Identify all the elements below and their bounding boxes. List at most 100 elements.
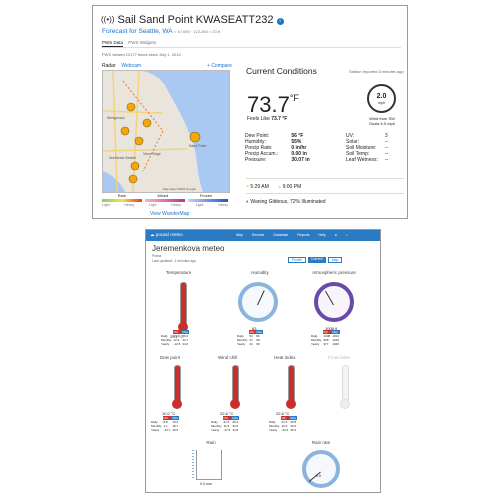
gauge-needle xyxy=(257,290,265,306)
map-label-wedgwood: Wedgwood xyxy=(107,116,125,120)
sun-times: ◓ 5:29 AM ◒ 9:00 PM xyxy=(246,184,301,190)
rain-rate-panel: Rain rate 0.0 xyxy=(286,440,356,492)
pressure-row: Pressure: 30.07 in xyxy=(245,157,310,163)
wind-info: Wind from SW Gusts 6.0 mph xyxy=(359,116,405,126)
station-title: Sail Sand Point KWASEATT232 xyxy=(117,14,274,26)
legend-heavy-3: Heavy xyxy=(218,203,228,207)
stats-table-humidity: Min Max Daily 52 81 Monthly 27 99 Yearly 21 99 xyxy=(237,330,264,346)
thermometer-tube xyxy=(342,365,349,403)
tab-current[interactable]: Current xyxy=(307,257,326,263)
station-marker[interactable] xyxy=(120,126,130,136)
divider xyxy=(101,47,401,48)
station-marker[interactable] xyxy=(142,118,152,128)
soil-temp-row: Soil Temp: -- xyxy=(346,151,389,157)
thermometer-bulb xyxy=(178,322,188,332)
last-updated: Last updated: 1 minutes ago xyxy=(152,259,197,263)
wind-direction: Wind from SW xyxy=(369,116,395,121)
panel-title: Atmospheric pressure xyxy=(312,270,356,275)
stats-table-windchill: Min Max Daily 21.6 25.2 Monthly 11.9 32.5 Yea… xyxy=(211,416,240,432)
panel-title: Rain rate xyxy=(311,440,331,445)
cloud-icon: ☁ xyxy=(150,232,155,237)
nav-database[interactable]: Database xyxy=(273,233,289,237)
nav-menu: Map Devices Database Reports Help ● ⌕ xyxy=(236,233,348,237)
thermometer-tube xyxy=(180,282,187,326)
sunrise-time: 5:29 AM xyxy=(250,184,269,190)
thermometer-tube xyxy=(232,365,239,403)
panel-title: Frost index xyxy=(328,355,351,360)
wind-dial: 2.0 mph xyxy=(367,84,396,113)
frost-index-panel: Frost index xyxy=(328,355,378,440)
gauge-needle xyxy=(325,290,334,306)
map-label-sand-point: Sand Point xyxy=(189,144,206,148)
station-marker[interactable] xyxy=(128,174,138,184)
uv-row: UV: 3 xyxy=(346,133,388,139)
station-marker-selected[interactable] xyxy=(189,131,201,143)
forecast-row: Forecast for Seattle, WA > 47.690 · 122.… xyxy=(102,28,220,35)
rain-scale xyxy=(192,450,194,480)
compare-link[interactable]: + Compare xyxy=(207,63,232,69)
wunderground-station-panel: ((•)) Sail Sand Point KWASEATT232 i Fore… xyxy=(92,5,408,219)
panel-title: Temperature xyxy=(166,270,192,275)
search-icon[interactable]: ⌕ xyxy=(345,233,348,237)
nav-devices[interactable]: Devices xyxy=(251,233,265,237)
precip-accum-row: Precip Accum.: 0.00 in xyxy=(245,151,307,157)
panel-value: 25.1 °C xyxy=(170,334,184,339)
tab-pws-data[interactable]: PWS Data xyxy=(102,40,124,47)
current-temp: 73.7°F xyxy=(247,92,299,117)
humidity-row: Humidity: 55% xyxy=(245,139,302,145)
lake-washington xyxy=(143,71,229,192)
pressure-panel: Atmospheric pressure 1008.9 xyxy=(294,270,374,358)
nav-map[interactable]: Map xyxy=(236,233,243,237)
user-icon[interactable]: ● xyxy=(334,233,337,237)
map-label-northeast: Northeast Seattle xyxy=(109,156,136,160)
map-tabs: Radar Webcam xyxy=(102,63,141,69)
station-markers[interactable] xyxy=(120,102,201,184)
coordinates: > 47.690 · 122.265 > 23 ft xyxy=(174,29,221,34)
humidity-panel: Humidity 63 xyxy=(230,270,290,358)
info-icon[interactable]: i xyxy=(276,18,284,25)
tab-profile[interactable]: Profile xyxy=(288,257,306,263)
view-tabs: Profile Current Map xyxy=(288,257,343,263)
map-svg: Wedgwood Northeast Seattle View Ridge Sa… xyxy=(103,71,229,192)
lake-union xyxy=(103,171,125,192)
panel-value: 1008.9 xyxy=(325,326,338,331)
station-title-row: ((•)) Sail Sand Point KWASEATT232 i xyxy=(101,14,284,26)
station-marker[interactable] xyxy=(126,102,136,112)
brand-logo[interactable]: ☁ pocasí meteo xyxy=(150,232,183,237)
legend-heavy-2: Heavy xyxy=(171,203,182,207)
divider xyxy=(246,193,404,194)
view-wundermap-link[interactable]: View WunderMap xyxy=(150,211,190,217)
panel-title: Humidity xyxy=(251,270,269,275)
solar-row: Solar: -- xyxy=(346,139,389,145)
station-marker[interactable] xyxy=(130,161,140,171)
reported-time: Station reported 5 minutes ago xyxy=(349,69,404,74)
tab-bar: PWS Data PWS Widgets xyxy=(102,40,157,47)
humidity-gauge xyxy=(238,282,278,322)
forecast-link[interactable]: Forecast for Seattle, WA xyxy=(102,28,173,35)
tab-map[interactable]: Map xyxy=(327,257,343,263)
current-conditions-heading: Current Conditions xyxy=(246,66,317,76)
rain-panel: Rain 0.0 mm xyxy=(176,440,246,492)
thermometer-bulb xyxy=(286,399,296,409)
thermometer-bulb xyxy=(340,399,350,409)
tab-pws-widgets[interactable]: PWS Widgets xyxy=(128,40,157,45)
sunrise-icon: ◓ xyxy=(246,184,250,190)
nav-reports[interactable]: Reports xyxy=(297,233,310,237)
legend-frozen: Frozen xyxy=(199,193,213,198)
station-name: Jeremenkova meteo xyxy=(152,244,225,253)
divider xyxy=(246,178,404,179)
rain-gauge xyxy=(196,450,222,480)
station-marker[interactable] xyxy=(134,136,144,146)
dew-point-row: Dew Point: 56 °F xyxy=(245,133,304,139)
legend-light-2: Light xyxy=(148,203,157,207)
rain-rate-gauge: 0.0 xyxy=(302,450,340,488)
nav-help[interactable]: Help xyxy=(318,233,326,237)
thermometer-bulb xyxy=(172,399,182,409)
precip-rate-row: Precip Rate: 0 in/hr xyxy=(245,145,307,151)
radar-map[interactable]: Wedgwood Northeast Seattle View Ridge Sa… xyxy=(102,70,230,193)
sunset-icon: ◒ xyxy=(278,184,282,190)
temperature-panel: Temperature 25.1 °C xyxy=(166,270,226,358)
panel-title: Rain xyxy=(206,440,216,445)
tab-radar[interactable]: Radar xyxy=(102,63,116,69)
tab-webcam[interactable]: Webcam xyxy=(121,63,142,69)
